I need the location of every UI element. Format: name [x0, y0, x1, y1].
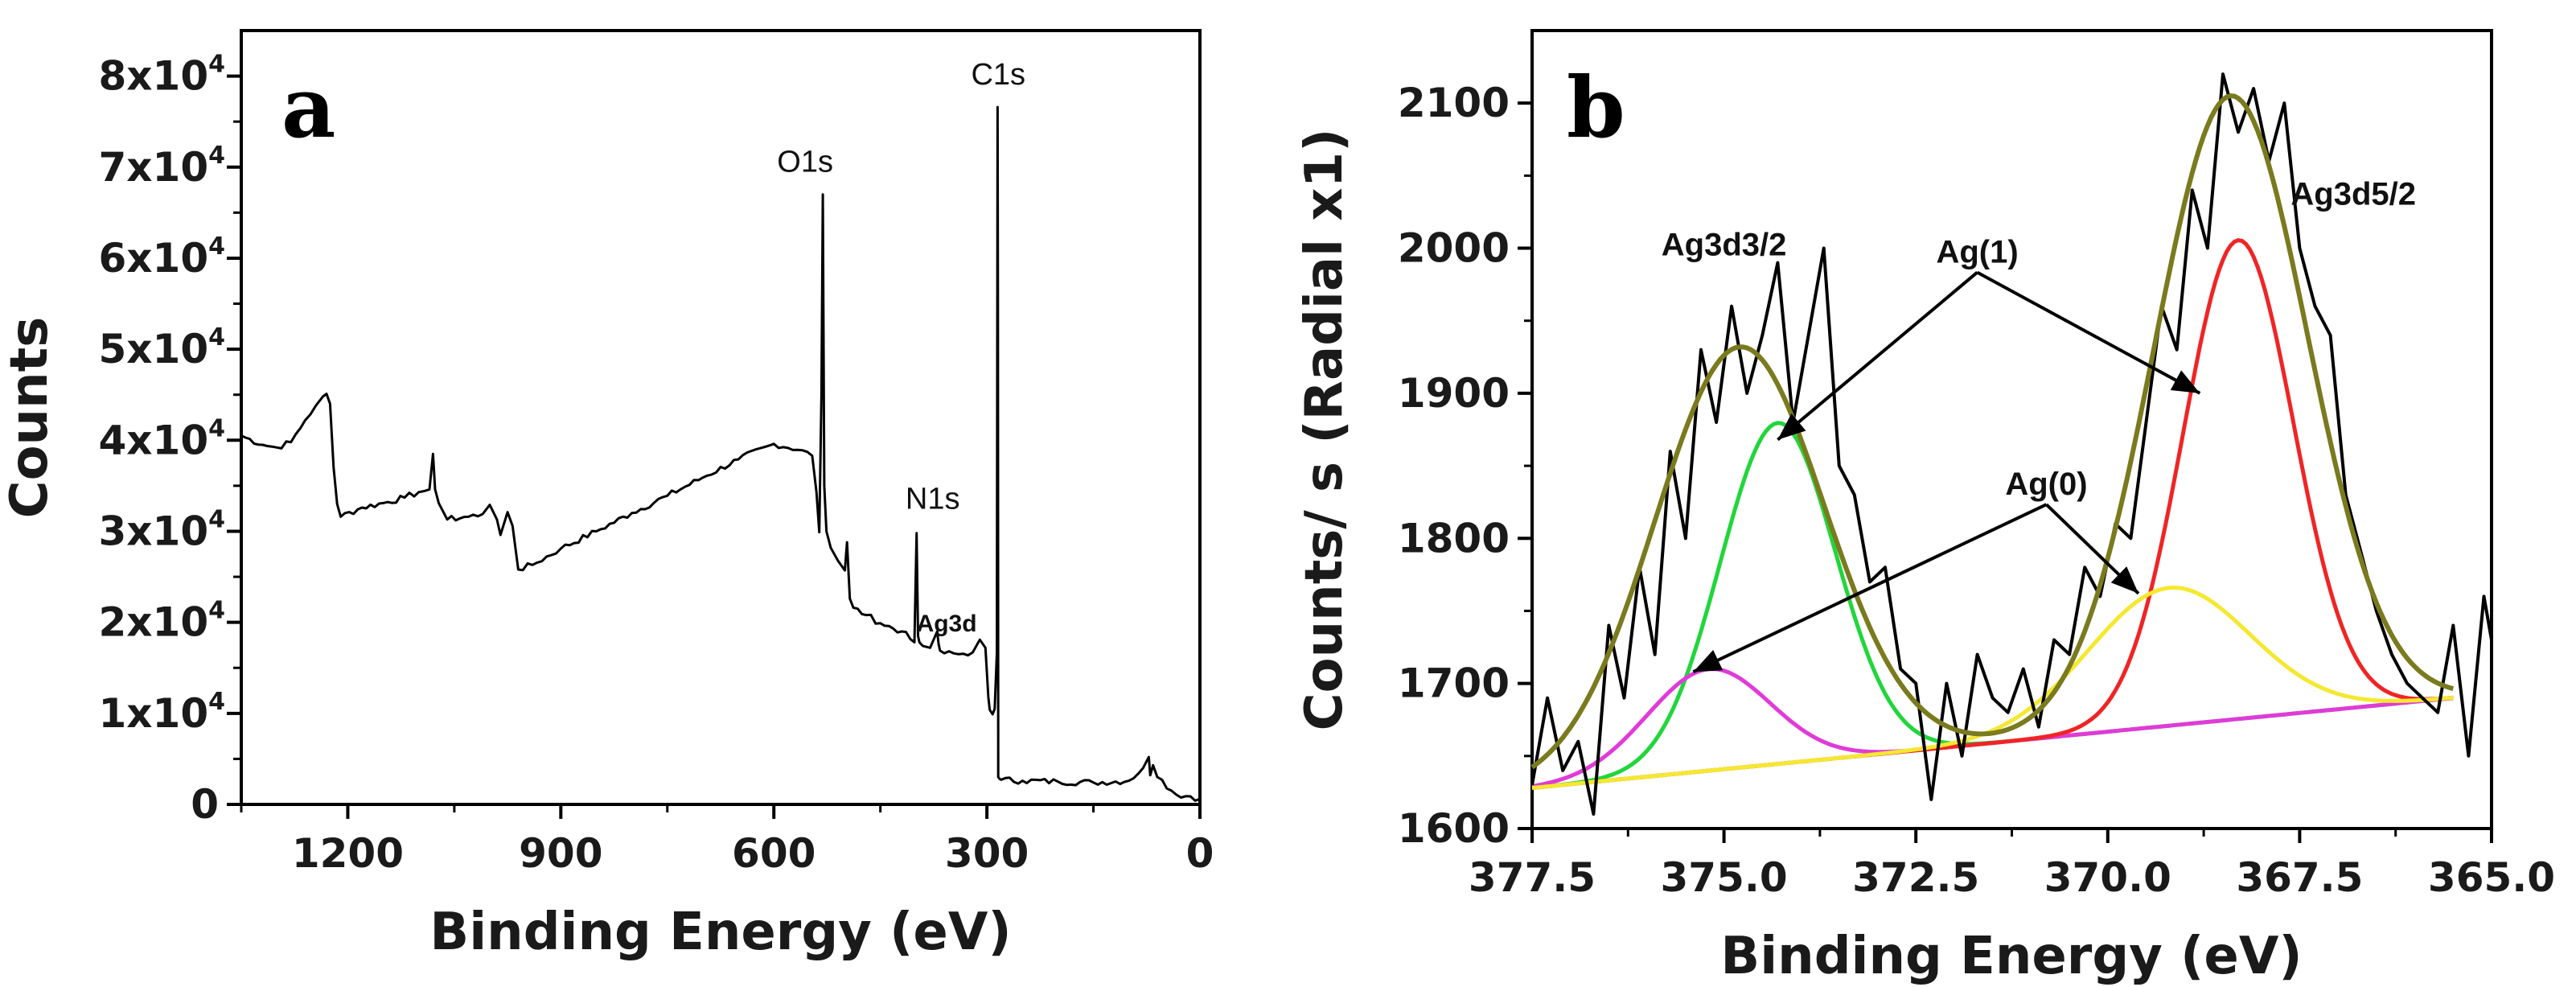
- axis-ticks-a: 1200 900 600 300 0 0 1x104 2x104 3x104 4x104 5x104…: [99, 51, 1214, 877]
- y-tick-label-a: 1x104: [99, 688, 226, 737]
- y-tick-label-b: 2100: [1398, 80, 1510, 126]
- peak-label-ag-0-: Ag(0): [2005, 467, 2087, 502]
- x-tick-label-b: 372.5: [1852, 854, 1979, 901]
- axis-ticks-b: 377.5 375.0 372.5 370.0 367.5 365.0 1600 1700 18…: [1398, 80, 2555, 901]
- x-tick-label-b: 377.5: [1469, 854, 1596, 901]
- arrow-head: [2110, 566, 2138, 594]
- peak-label-ag3d3-2: Ag3d3/2: [1662, 228, 1787, 263]
- arrow-line: [1976, 270, 2201, 395]
- peak-label-ag3d: Ag3d: [917, 611, 977, 637]
- arrow-line: [1777, 271, 1978, 442]
- y-tick-label-a: 7x104: [99, 142, 226, 191]
- y-tick-label-b: 1700: [1398, 660, 1510, 707]
- y-tick-label-a: 0: [191, 781, 219, 828]
- series-line-ag-0-3d5-2: [1531, 585, 2454, 790]
- y-axis-title-b: Counts/ s (Radial x1): [1295, 129, 1354, 731]
- y-tick-label-a: 6x104: [99, 232, 226, 282]
- arrow-line: [1692, 503, 2048, 674]
- peak-label-c1s: C1s: [971, 58, 1025, 92]
- x-tick-label-a: 900: [519, 830, 602, 877]
- series-line-survey: [240, 105, 1201, 802]
- y-tick-label-b: 1900: [1398, 370, 1510, 417]
- y-tick-label-a: 5x104: [99, 323, 226, 372]
- peak-labels-b: Ag3d3/2 Ag3d5/2 Ag(1) Ag(0): [1662, 176, 2416, 502]
- series-line-ag-1-3d5-2: [1531, 238, 2454, 790]
- y-tick-label-a: 3x104: [99, 505, 226, 554]
- panel-letter-b: b: [1567, 58, 1625, 157]
- x-axis-title-b: Binding Energy (eV): [1720, 927, 2302, 986]
- annotation-arrows-b: [1692, 270, 2201, 674]
- series-line-raw: [1530, 72, 2493, 816]
- x-tick-label-b: 370.0: [2044, 854, 2171, 901]
- peak-label-ag3d5-2: Ag3d5/2: [2290, 176, 2416, 212]
- y-tick-label-b: 1600: [1398, 805, 1510, 852]
- chart-panel-b: 377.5 375.0 372.5 370.0 367.5 365.0 1600 1700 18…: [1295, 29, 2555, 986]
- x-tick-label-b: 365.0: [2428, 854, 2555, 901]
- peak-labels-a: C1s O1s N1s Ag3d: [777, 58, 1025, 637]
- y-tick-label-b: 1800: [1398, 515, 1510, 561]
- arrow-head: [2170, 370, 2200, 393]
- peak-label-ag-1-: Ag(1): [1936, 235, 2018, 270]
- y-tick-label-a: 2x104: [99, 597, 226, 646]
- x-tick-label-a: 0: [1186, 830, 1214, 877]
- peak-label-o1s: O1s: [777, 146, 833, 179]
- chart-panel-a: 1200 900 600 300 0 0 1x104 2x104 3x104 4x104 5x104…: [0, 29, 1214, 962]
- peak-label-n1s: N1s: [906, 483, 960, 516]
- x-tick-label-a: 600: [732, 830, 816, 877]
- panel-letter-a: a: [281, 58, 335, 157]
- y-tick-label-a: 4x104: [99, 414, 226, 463]
- y-tick-label-b: 2000: [1398, 225, 1510, 272]
- x-tick-label-b: 375.0: [1661, 854, 1788, 901]
- y-axis-title-a: Counts: [0, 317, 60, 519]
- series-line-envelope: [1530, 93, 2455, 770]
- plot-frame-a: [240, 29, 1202, 806]
- arrow-head: [1693, 649, 1723, 672]
- x-axis-title-a: Binding Energy (eV): [429, 903, 1011, 962]
- series-lines-b: [1530, 72, 2493, 816]
- x-tick-label-a: 300: [945, 830, 1029, 877]
- x-tick-label-b: 367.5: [2236, 854, 2363, 901]
- arrow-head: [1777, 413, 1806, 440]
- x-tick-label-a: 1200: [292, 830, 404, 877]
- y-tick-label-a: 8x104: [99, 51, 226, 100]
